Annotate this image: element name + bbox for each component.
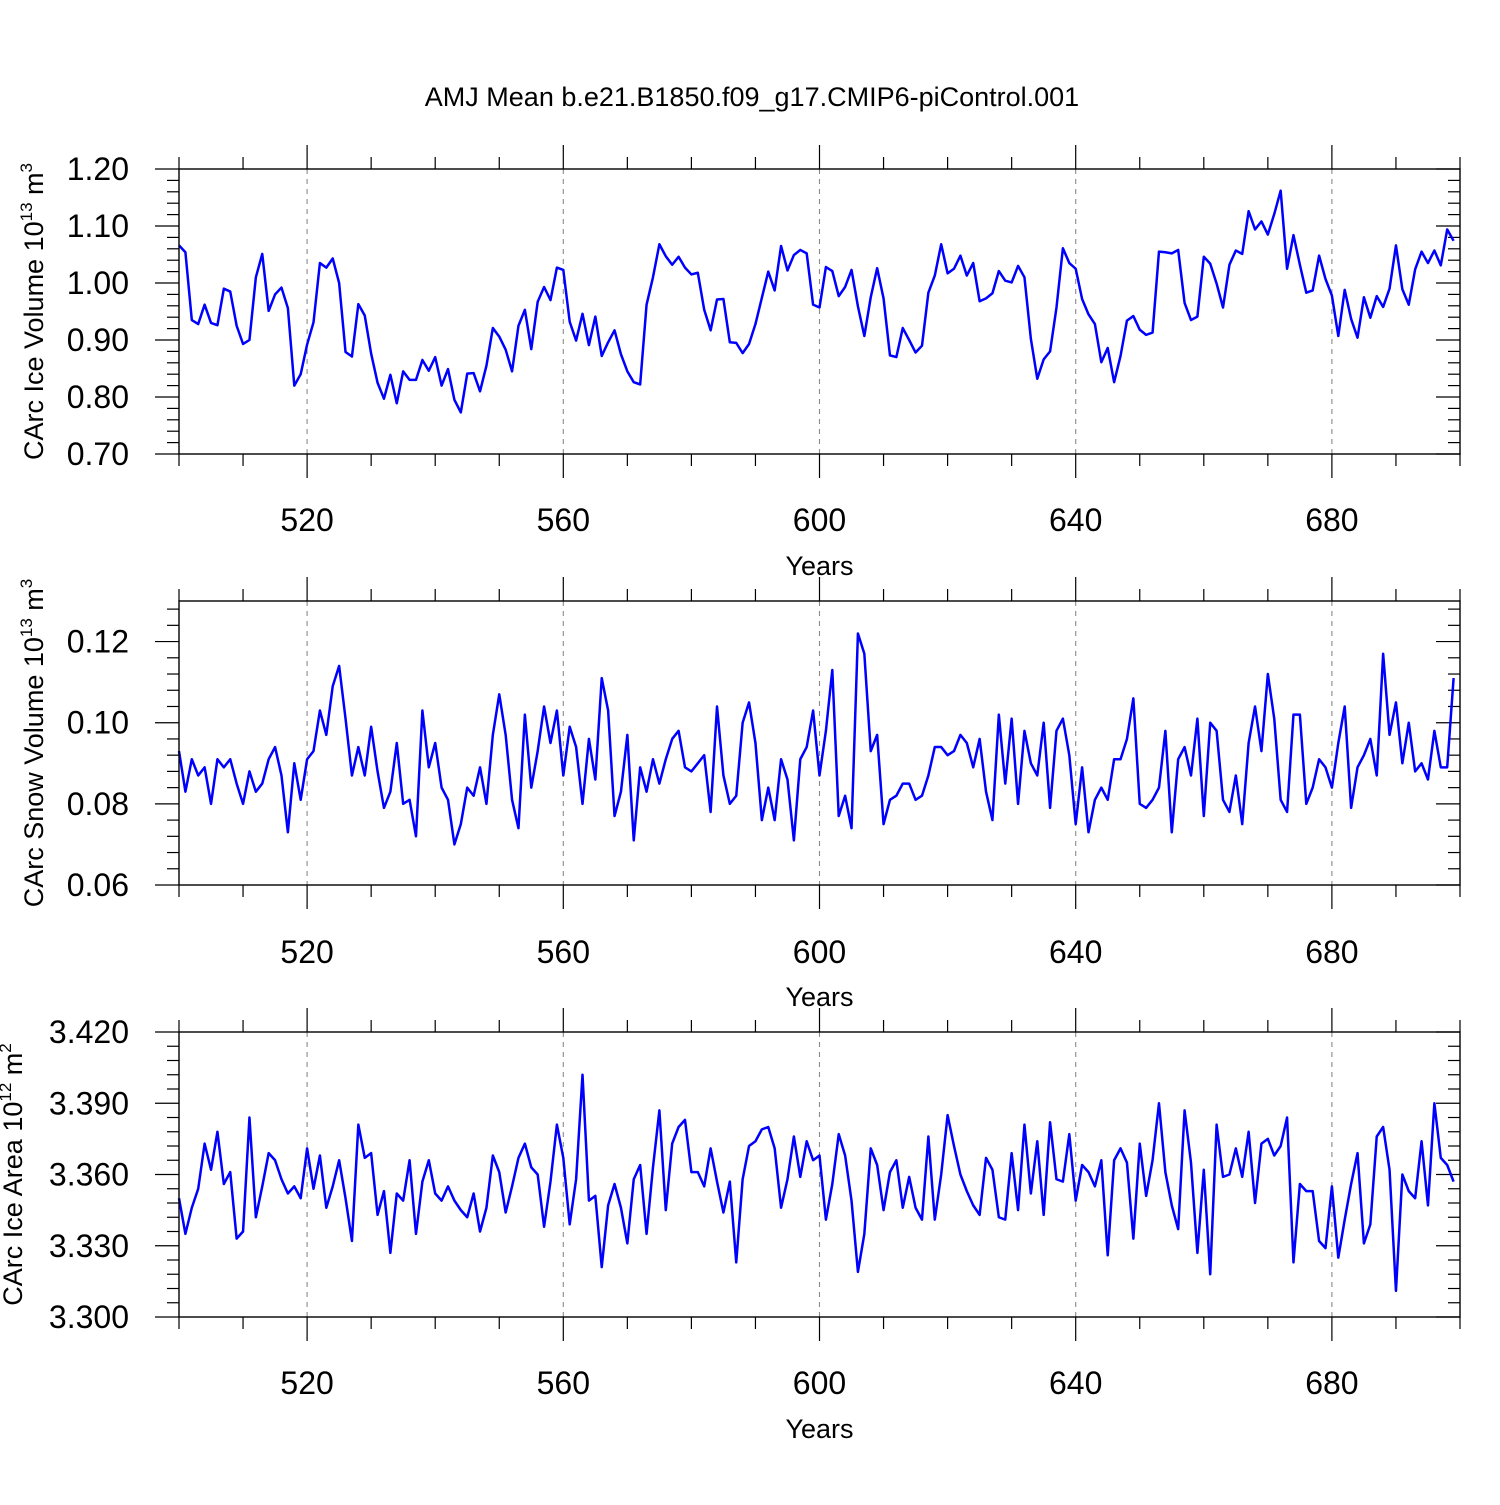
y-tick-label-0.10: 0.10 xyxy=(67,705,129,741)
y-axis-label: CArc Ice Area 1012 m2 xyxy=(0,1043,28,1306)
y-axis-label-text: m xyxy=(0,1053,28,1083)
y-tick-label-1.20: 1.20 xyxy=(67,151,129,187)
series-line-1 xyxy=(177,1073,1455,1293)
x-tick-label-560: 560 xyxy=(537,934,590,970)
y-axis-label-text: CArc Ice Volume 10 xyxy=(19,221,49,460)
x-tick-label-640: 640 xyxy=(1049,934,1102,970)
x-tick-label-560: 560 xyxy=(537,1365,590,1401)
y-axis-label: CArc Ice Volume 1013 m3 xyxy=(17,163,49,460)
y-axis-label-superscript: 13 xyxy=(17,202,36,221)
y-axis-label-superscript: 3 xyxy=(17,579,36,588)
y-axis-label: CArc Snow Volume 1013 m3 xyxy=(17,579,49,908)
series-line-1 xyxy=(178,189,1455,414)
x-tick-label-560: 560 xyxy=(537,502,590,538)
x-tick-label-680: 680 xyxy=(1305,934,1358,970)
y-tick-label-3.420: 3.420 xyxy=(49,1014,129,1050)
y-tick-label-1.10: 1.10 xyxy=(67,208,129,244)
x-axis-label: Years xyxy=(785,982,853,1012)
y-tick-label-0.90: 0.90 xyxy=(67,322,129,358)
x-tick-label-680: 680 xyxy=(1305,502,1358,538)
x-axis-label: Years xyxy=(785,551,853,581)
y-axis-label-text: CArc Ice Area 10 xyxy=(0,1102,28,1306)
y-tick-label-3.300: 3.300 xyxy=(49,1299,129,1335)
y-axis-label-superscript: 2 xyxy=(0,1043,15,1052)
panel-1: 0.70 0.80 0.90 1.00 1.10 1.20 520 560 600 640 680 Y… xyxy=(17,145,1461,581)
panel-3: 3.300 3.330 3.360 3.390 3.420 520 560 600 640 680… xyxy=(0,1008,1461,1444)
y-tick-label-3.360: 3.360 xyxy=(49,1157,129,1193)
plot-frame xyxy=(178,1031,1461,1318)
y-tick-label-0.12: 0.12 xyxy=(67,624,129,660)
series-line-1 xyxy=(177,632,1455,846)
x-tick-label-600: 600 xyxy=(793,934,846,970)
y-axis-label-superscript: 3 xyxy=(17,163,36,172)
x-tick-label-600: 600 xyxy=(793,1365,846,1401)
y-tick-label-0.70: 0.70 xyxy=(67,436,129,472)
y-axis-label-superscript: 13 xyxy=(17,618,36,637)
x-tick-label-680: 680 xyxy=(1305,1365,1358,1401)
chart-title: AMJ Mean b.e21.B1850.f09_g17.CMIP6-piCon… xyxy=(425,82,1079,112)
x-tick-label-640: 640 xyxy=(1049,1365,1102,1401)
x-tick-label-600: 600 xyxy=(793,502,846,538)
y-axis-label-text: m xyxy=(19,172,49,202)
y-tick-label-3.330: 3.330 xyxy=(49,1228,129,1264)
y-tick-label-0.08: 0.08 xyxy=(67,786,129,822)
x-tick-label-640: 640 xyxy=(1049,502,1102,538)
y-tick-label-0.06: 0.06 xyxy=(67,867,129,903)
plot-frame xyxy=(178,168,1461,455)
x-tick-label-520: 520 xyxy=(280,502,333,538)
y-tick-label-1.00: 1.00 xyxy=(67,265,129,301)
y-axis-label-superscript: 12 xyxy=(0,1083,15,1102)
y-tick-label-3.390: 3.390 xyxy=(49,1085,129,1121)
x-tick-label-520: 520 xyxy=(280,1365,333,1401)
plot-frame xyxy=(178,600,1461,886)
x-axis-label: Years xyxy=(785,1414,853,1444)
y-axis-label-text: CArc Snow Volume 10 xyxy=(19,637,49,907)
y-tick-label-0.80: 0.80 xyxy=(67,379,129,415)
x-tick-label-520: 520 xyxy=(280,934,333,970)
panel-2: 0.06 0.08 0.10 0.12 520 560 600 640 680 Years CArc… xyxy=(17,577,1461,1012)
y-axis-label-text: m xyxy=(19,588,49,618)
